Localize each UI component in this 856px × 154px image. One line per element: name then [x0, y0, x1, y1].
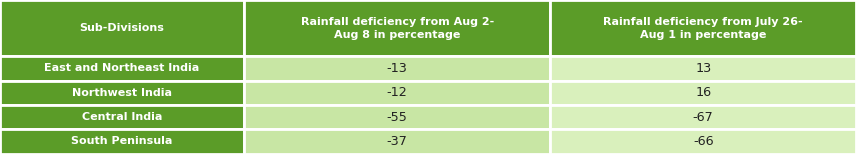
Bar: [244, 105, 550, 129]
Bar: [0, 56, 244, 81]
Text: -37: -37: [387, 135, 407, 148]
Bar: [244, 129, 550, 154]
Text: -67: -67: [693, 111, 714, 124]
Bar: [0, 129, 244, 154]
Bar: [244, 81, 550, 105]
Text: -66: -66: [693, 135, 714, 148]
Text: Sub-Divisions: Sub-Divisions: [80, 23, 164, 33]
Bar: [550, 56, 856, 81]
Bar: [550, 81, 856, 105]
Text: Central India: Central India: [82, 112, 162, 122]
Text: Northwest India: Northwest India: [72, 88, 172, 98]
Text: East and Northeast India: East and Northeast India: [45, 63, 199, 73]
Text: South Peninsula: South Peninsula: [71, 136, 173, 146]
Bar: [244, 56, 550, 81]
Text: Rainfall deficiency from Aug 2-
Aug 8 in percentage: Rainfall deficiency from Aug 2- Aug 8 in…: [300, 16, 494, 40]
Bar: [0, 81, 244, 105]
Bar: [550, 129, 856, 154]
Text: -12: -12: [387, 86, 407, 99]
Bar: [0, 0, 244, 56]
Bar: [0, 105, 244, 129]
Bar: [550, 0, 856, 56]
Text: -55: -55: [387, 111, 407, 124]
Text: Rainfall deficiency from July 26-
Aug 1 in percentage: Rainfall deficiency from July 26- Aug 1 …: [603, 16, 803, 40]
Text: 16: 16: [695, 86, 711, 99]
Bar: [550, 105, 856, 129]
Text: -13: -13: [387, 62, 407, 75]
Text: 13: 13: [695, 62, 711, 75]
Bar: [244, 0, 550, 56]
